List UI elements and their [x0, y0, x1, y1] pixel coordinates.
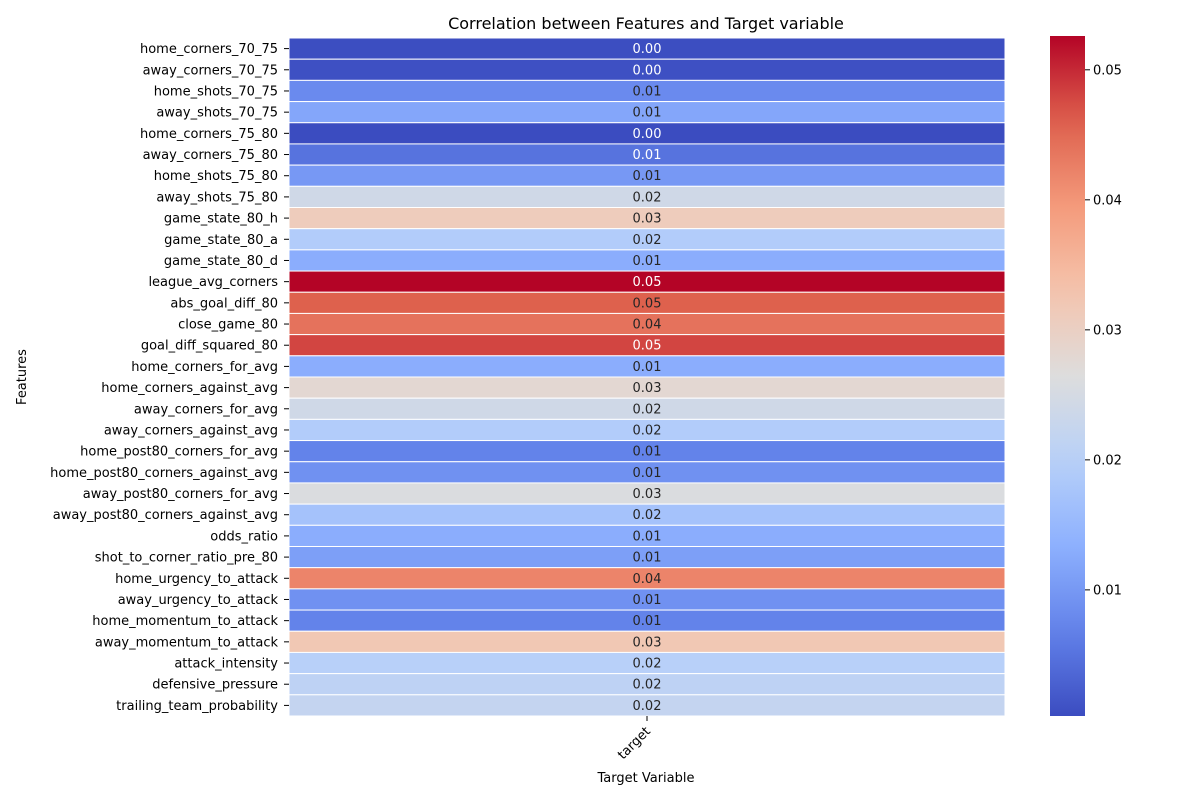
y-tick-label: away_post80_corners_against_avg: [53, 508, 278, 523]
y-tick-label: away_shots_70_75: [156, 106, 278, 121]
y-tick-label: away_corners_75_80: [143, 148, 278, 163]
cell-value-label: 0.01: [633, 466, 662, 481]
cell-value-label: 0.01: [633, 84, 662, 99]
y-tick-label: home_shots_70_75: [154, 84, 278, 99]
colorbar-tick-label: 0.02: [1093, 453, 1122, 468]
y-tick-label: odds_ratio: [210, 529, 278, 544]
y-tick-label: shot_to_corner_ratio_pre_80: [95, 551, 278, 566]
y-tick-label: home_corners_against_avg: [101, 381, 278, 396]
cell-value-label: 0.04: [633, 572, 662, 587]
colorbar-tick-label: 0.04: [1093, 193, 1122, 208]
x-axis-label: Target Variable: [597, 771, 695, 786]
colorbar-gradient: [1050, 36, 1085, 716]
y-tick-label: attack_intensity: [174, 657, 278, 672]
colorbar: 0.01 0.02 0.03 0.04 0.05: [1050, 36, 1122, 716]
y-tick-label: game_state_80_a: [164, 233, 278, 248]
cell-value-label: 0.04: [633, 318, 662, 333]
cell-value-label: 0.01: [633, 254, 662, 269]
y-tick-label: home_corners_for_avg: [131, 360, 278, 375]
y-tick-label: away_urgency_to_attack: [118, 593, 279, 608]
cell-value-label: 0.03: [633, 212, 662, 227]
x-tick-label: target: [615, 724, 654, 763]
cell-value-label: 0.00: [633, 42, 662, 57]
y-tick-label: away_corners_70_75: [143, 63, 278, 78]
y-tick-label: away_corners_against_avg: [104, 423, 278, 438]
y-tick-label: trailing_team_probability: [116, 699, 278, 714]
y-tick-label: home_corners_70_75: [140, 42, 278, 57]
cell-value-label: 0.03: [633, 381, 662, 396]
cell-value-label: 0.00: [633, 63, 662, 78]
y-tick-label: away_corners_for_avg: [134, 402, 278, 417]
cell-value-label: 0.01: [633, 551, 662, 566]
y-tick-label: abs_goal_diff_80: [170, 296, 278, 311]
y-tick-label: away_momentum_to_attack: [95, 635, 279, 650]
cell-value-label: 0.00: [633, 127, 662, 142]
cell-value-label: 0.01: [633, 445, 662, 460]
y-tick-label: away_post80_corners_for_avg: [83, 487, 278, 502]
cell-value-label: 0.02: [633, 190, 662, 205]
y-tick-label: game_state_80_h: [164, 212, 278, 227]
cell-value-label: 0.01: [633, 593, 662, 608]
cell-value-label: 0.02: [633, 678, 662, 693]
cell-value-label: 0.03: [633, 635, 662, 650]
y-tick-label: goal_diff_squared_80: [141, 339, 278, 354]
colorbar-tick-label: 0.03: [1093, 323, 1122, 338]
cell-value-label: 0.01: [633, 360, 662, 375]
cell-value-label: 0.02: [633, 402, 662, 417]
y-tick-label: home_post80_corners_against_avg: [50, 466, 278, 481]
row-labels: home_corners_70_75 away_corners_70_75home…: [50, 42, 289, 714]
cell-value-label: 0.02: [633, 423, 662, 438]
y-axis-label: Features: [15, 349, 30, 405]
y-tick-label: home_shots_75_80: [154, 169, 278, 184]
y-tick-label: home_urgency_to_attack: [115, 572, 278, 587]
heatmap-cells: 0.00 0.00 0.01 0.01 0.00 0.01 0.01 0.02 0.03 0.02…: [288, 37, 1006, 717]
column-labels: target: [615, 716, 654, 763]
y-tick-label: home_corners_75_80: [140, 127, 278, 142]
cell-value-label: 0.01: [633, 169, 662, 184]
chart-title: Correlation between Features and Target …: [448, 14, 844, 33]
colorbar-tick-label: 0.05: [1093, 63, 1122, 78]
y-tick-label: away_shots_75_80: [156, 190, 278, 205]
cell-value-label: 0.01: [633, 148, 662, 163]
cell-value-label: 0.05: [633, 296, 662, 311]
y-tick-label: league_avg_corners: [148, 275, 278, 290]
y-tick-label: home_momentum_to_attack: [92, 614, 278, 629]
cell-value-label: 0.02: [633, 508, 662, 523]
cell-value-label: 0.01: [633, 529, 662, 544]
y-tick-label: defensive_pressure: [152, 678, 278, 693]
cell-value-label: 0.02: [633, 233, 662, 248]
y-tick-label: close_game_80: [178, 318, 278, 333]
cell-value-label: 0.03: [633, 487, 662, 502]
cell-value-label: 0.01: [633, 614, 662, 629]
cell-value-label: 0.01: [633, 106, 662, 121]
y-tick-label: game_state_80_d: [164, 254, 278, 269]
cell-value-label: 0.05: [633, 275, 662, 290]
colorbar-tick-label: 0.01: [1093, 583, 1122, 598]
cell-value-label: 0.02: [633, 699, 662, 714]
y-tick-label: home_post80_corners_for_avg: [80, 445, 278, 460]
cell-value-label: 0.05: [633, 339, 662, 354]
cell-value-label: 0.02: [633, 657, 662, 672]
